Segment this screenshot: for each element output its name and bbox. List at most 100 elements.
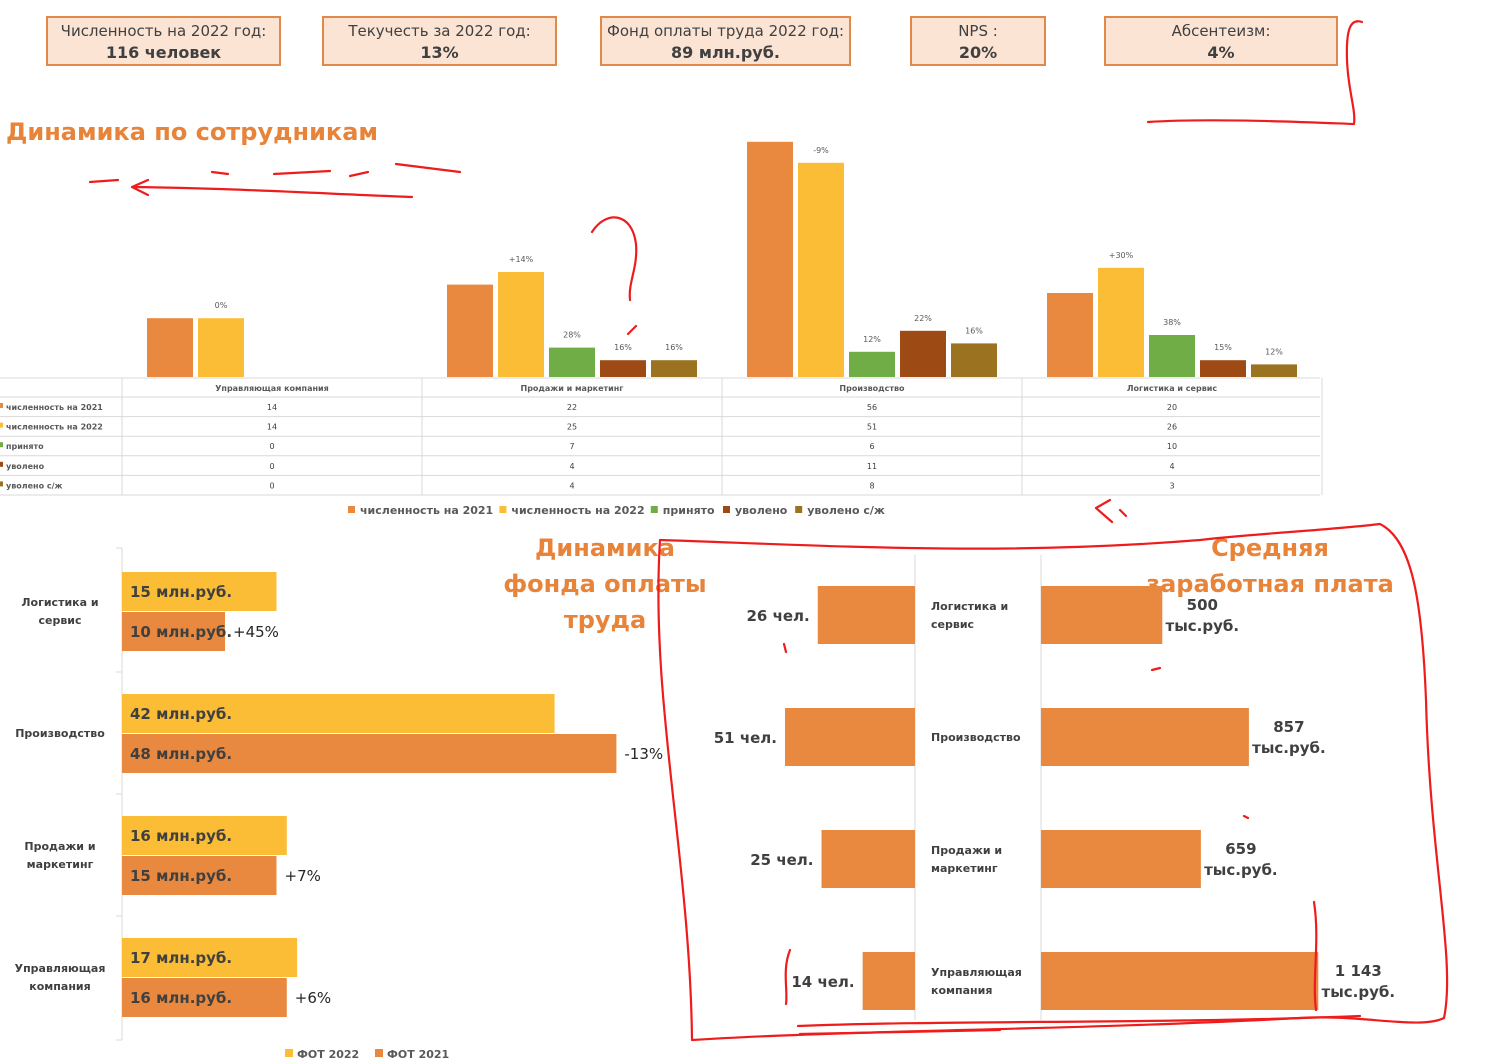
table-column-header: Продажи и маркетинг <box>521 384 624 393</box>
bar-employees-label: 16% <box>665 343 683 352</box>
payroll-change-label: +6% <box>295 989 331 1007</box>
bar-employees-label: 38% <box>1163 318 1181 327</box>
payroll-change-label: +7% <box>285 867 321 885</box>
headcount-label: 14 чел. <box>791 973 854 991</box>
salary-value-label: 857 <box>1273 718 1304 736</box>
legend-key-employees <box>499 506 507 513</box>
kpi-absenteeism-label: Абсентеизм: <box>1171 22 1271 40</box>
salary-category-label: маркетинг <box>931 862 998 875</box>
bar-employees <box>651 360 697 377</box>
table-column-header: Производство <box>839 384 905 393</box>
payroll-category-label: Производство <box>15 727 105 740</box>
bar-employees-label: +14% <box>509 255 534 264</box>
salary-bar <box>1041 708 1249 766</box>
kpi-nps-label: NPS : <box>958 22 998 40</box>
kpi-headcount: Численность на 2022 год: 116 человек <box>46 16 281 66</box>
headcount-label: 25 чел. <box>750 851 813 869</box>
bar-employees <box>1251 364 1297 377</box>
bar-employees <box>849 351 895 377</box>
legend-label-payroll: ФОТ 2022 <box>297 1048 359 1059</box>
legend-key-payroll <box>285 1049 293 1057</box>
bar-employees <box>549 347 595 377</box>
salary-category-label: Производство <box>931 731 1021 744</box>
table-cell: 8 <box>869 481 874 490</box>
table-cell: 14 <box>267 423 277 432</box>
bar-employees-label: 16% <box>614 343 632 352</box>
salary-category-label: компания <box>931 984 992 997</box>
bar-employees <box>198 318 244 377</box>
legend-key-employees <box>795 506 803 513</box>
table-row-legend-key <box>0 403 3 408</box>
bar-employees <box>798 162 844 377</box>
payroll-bar-label: 42 млн.руб. <box>130 705 232 723</box>
salary-unit-label: тыс.руб. <box>1252 739 1326 757</box>
salary-category-label: Продажи и <box>931 844 1002 857</box>
bar-employees <box>1047 293 1093 377</box>
table-cell: 4 <box>1169 462 1174 471</box>
table-cell: 0 <box>269 442 274 451</box>
bar-employees <box>600 360 646 377</box>
headcount-bar <box>817 586 915 644</box>
payroll-bar-label: 16 млн.руб. <box>130 827 232 845</box>
table-cell: 26 <box>1167 423 1177 432</box>
ink-underline-bottom <box>796 1014 1362 1036</box>
kpi-turnover-value: 13% <box>420 43 459 62</box>
salary-chart-title: Средняя заработная плата <box>1146 534 1394 598</box>
legend-label-employees: численность на 2022 <box>511 504 644 517</box>
bar-employees-label: 22% <box>914 314 932 323</box>
payroll-category-label: Логистика и <box>21 596 98 609</box>
salary-bar <box>1041 830 1201 888</box>
salary-unit-label: тыс.руб. <box>1166 617 1240 635</box>
payroll-bar <box>122 978 287 1017</box>
kpi-nps: NPS : 20% <box>910 16 1046 66</box>
payroll-category-label: сервис <box>38 614 81 627</box>
bar-employees-label: 12% <box>863 335 881 344</box>
payroll-bar <box>122 694 555 733</box>
bar-employees-label: 12% <box>1265 347 1283 356</box>
payroll-bar-label: 15 млн.руб. <box>130 583 232 601</box>
salary-value-label: 500 <box>1187 596 1218 614</box>
bar-employees <box>951 343 997 377</box>
payroll-change-label: -13% <box>624 745 663 763</box>
table-cell: 4 <box>569 462 574 471</box>
table-cell: 3 <box>1169 481 1174 490</box>
table-row-header: принято <box>6 442 44 451</box>
legend-label-employees: принято <box>663 504 715 517</box>
table-row-header: численность на 2022 <box>6 423 103 432</box>
bar-employees <box>900 330 946 377</box>
headcount-label: 51 чел. <box>714 729 777 747</box>
headcount-bar <box>785 708 915 766</box>
table-cell: 56 <box>867 403 877 412</box>
table-cell: 6 <box>869 442 874 451</box>
legend-label-employees: уволено с/ж <box>807 504 885 517</box>
legend-key-employees <box>348 506 355 513</box>
legend-label-payroll: ФОТ 2021 <box>387 1048 449 1059</box>
headcount-label: 26 чел. <box>746 607 809 625</box>
payroll-bar-label: 48 млн.руб. <box>130 745 232 763</box>
payroll-bar-label: 16 млн.руб. <box>130 989 232 1007</box>
bar-employees-label: 15% <box>1214 343 1232 352</box>
payroll-bar-label: 10 млн.руб. <box>130 623 232 641</box>
salary-value-label: 659 <box>1225 840 1256 858</box>
table-cell: 11 <box>867 462 877 471</box>
legend-key-payroll <box>375 1049 383 1057</box>
salary-category-label: сервис <box>931 618 974 631</box>
kpi-payroll-value: 89 млн.руб. <box>671 43 780 62</box>
table-cell: 20 <box>1167 403 1177 412</box>
table-row-legend-key <box>0 442 3 448</box>
salary-value-label: 1 143 <box>1335 962 1382 980</box>
legend-label-employees: уволено <box>735 504 788 517</box>
legend-label-employees: численность на 2021 <box>360 504 493 517</box>
kpi-nps-value: 20% <box>958 43 998 62</box>
table-cell: 10 <box>1167 442 1177 451</box>
kpi-payroll: Фонд оплаты труда 2022 год: 89 млн.руб. <box>600 16 851 66</box>
payroll-bar <box>122 816 287 855</box>
table-cell: 14 <box>267 403 277 412</box>
payroll-bar <box>122 572 277 611</box>
kpi-absenteeism: Абсентеизм: 4% <box>1104 16 1338 66</box>
ink-arrow-title <box>88 162 462 199</box>
kpi-turnover: Текучесть за 2022 год: 13% <box>322 16 557 66</box>
salary-bar <box>1041 952 1319 1010</box>
bar-employees-label: 0% <box>215 301 228 310</box>
